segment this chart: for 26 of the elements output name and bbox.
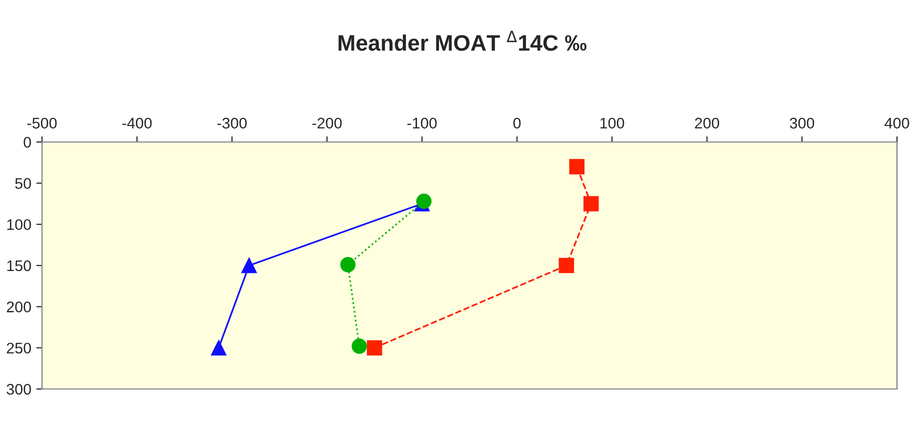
x-tick-label: -400	[122, 118, 152, 129]
point	[352, 338, 367, 354]
point	[366, 340, 382, 356]
x-tick-label: 200	[695, 118, 720, 129]
point	[340, 257, 356, 272]
x-tick-label: -300	[217, 118, 247, 129]
point	[569, 159, 584, 174]
x-tick-label: 100	[600, 118, 624, 129]
y-tick-label: 50	[15, 178, 31, 189]
x-tick-label: -100	[407, 118, 437, 129]
x-tick-label: -500	[27, 118, 57, 129]
y-tick-label: 300	[6, 384, 31, 395]
point	[241, 258, 257, 274]
y-tick-label: 250	[6, 342, 31, 354]
x-tick-label: -200	[312, 118, 342, 129]
point	[211, 340, 226, 356]
point	[558, 258, 574, 274]
x-tick-label: 400	[884, 118, 910, 129]
y-tick-label: 100	[7, 219, 31, 230]
point	[583, 196, 599, 212]
y-tick-label: 200	[6, 302, 31, 312]
chart-title: Meander MOAT $^{Δ}$14C ‰	[338, 30, 586, 51]
y-tick-label: 0	[24, 136, 31, 148]
x-tick-label: 300	[790, 118, 814, 129]
x-tick-label: 0	[513, 118, 521, 129]
y-tick-label: 150	[7, 260, 31, 272]
